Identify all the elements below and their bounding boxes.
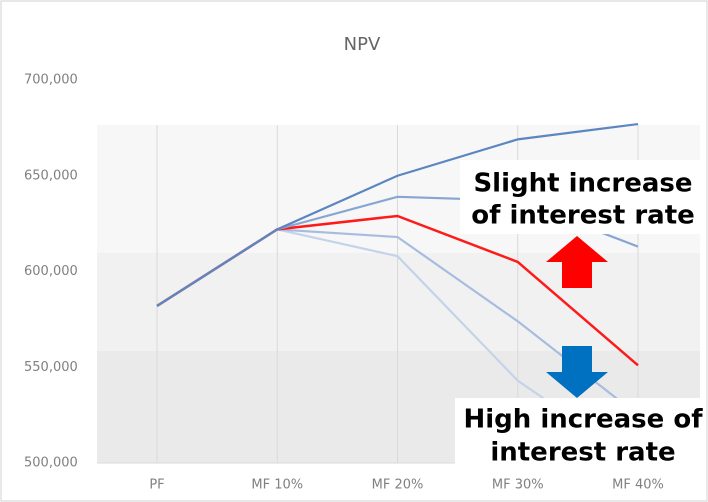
up-arrow — [546, 236, 608, 288]
annotation: interest rate — [490, 438, 675, 468]
y-tick-label: 500,000 — [24, 456, 78, 471]
annotation: Slight increase — [473, 169, 692, 199]
x-tick-label: MF 30% — [492, 478, 544, 493]
annotation: High increase of — [463, 405, 703, 435]
y-tick-label: 600,000 — [24, 264, 78, 279]
y-tick-label: 550,000 — [24, 360, 78, 375]
chart-title: NPV — [344, 34, 381, 55]
annotation-box — [460, 160, 700, 234]
x-tick-label: PF — [149, 478, 164, 493]
down-arrow — [546, 346, 608, 398]
annotation-box — [455, 398, 705, 470]
x-tick-label: MF 40% — [612, 478, 664, 493]
band — [97, 253, 700, 351]
x-tick-label: MF 20% — [372, 478, 424, 493]
y-tick-label: 700,000 — [24, 73, 78, 88]
x-tick-label: MF 10% — [251, 478, 303, 493]
plot: 500,000 550,000 600,000 650,000 700,000 PF MF … — [24, 73, 700, 493]
series-line — [156, 122, 639, 307]
annotation: of interest rate — [471, 201, 695, 231]
y-tick-label: 650,000 — [24, 168, 78, 183]
